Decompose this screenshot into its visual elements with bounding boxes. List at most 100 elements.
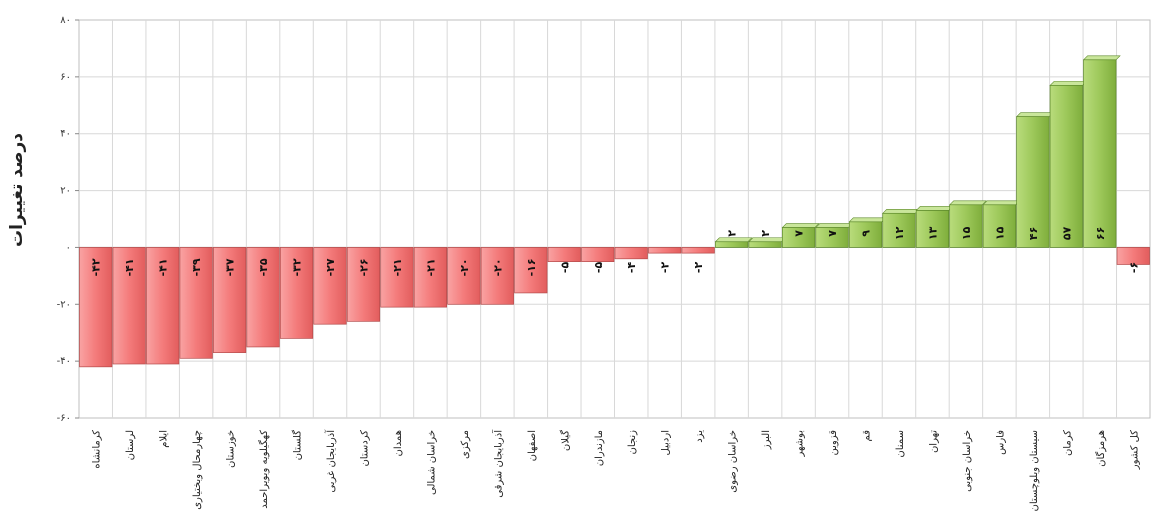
category-label: کرمان — [1062, 430, 1073, 456]
bar — [279, 247, 314, 339]
bar — [915, 210, 950, 248]
data-label: ۵۷ — [1060, 226, 1073, 240]
data-labels: -۴۲ -۴۱ -۴۱ -۳۹ -۳۷ -۳۵ -۳۲ -۲۷ -۲۶ -۲۱ -۲۱ -۲۰ -۲۰-… — [90, 226, 1141, 276]
bar-top-face — [882, 209, 920, 214]
bar — [480, 247, 514, 305]
category-label: سیستان وبلوچستان — [1029, 430, 1040, 512]
data-label: ۱۲ — [893, 226, 906, 240]
bar — [413, 247, 448, 308]
data-label: ۹ — [860, 230, 873, 237]
bar — [447, 247, 481, 305]
category-label: گیلان — [559, 430, 571, 451]
category-label: یزد — [694, 430, 705, 443]
data-label: ۱۳ — [926, 226, 939, 240]
bar — [146, 247, 180, 365]
data-label: -۱۶ — [525, 258, 538, 276]
bar-top-face — [948, 200, 987, 206]
bar-top-face — [982, 200, 1021, 206]
bar — [313, 247, 347, 325]
bar — [1016, 116, 1050, 248]
data-label: ۷ — [793, 230, 806, 237]
category-label: لرستان — [125, 430, 136, 460]
y-tick-label: ۶۰ — [60, 72, 71, 83]
data-label: -۵ — [558, 262, 571, 274]
category-label: کهگیلویه وبویراحمد — [258, 430, 270, 509]
bar — [1116, 247, 1150, 265]
bar — [179, 247, 213, 359]
category-label: ایلام — [159, 430, 170, 448]
bar — [246, 247, 280, 348]
category-label: آذربایجان غربی — [324, 429, 337, 493]
bar — [514, 247, 548, 294]
data-label: -۲ — [692, 262, 705, 274]
y-axis-title: درصد تغییرات — [7, 133, 27, 247]
bar-top-face — [781, 223, 820, 228]
category-label: کردستان — [359, 430, 370, 467]
bar — [982, 204, 1016, 248]
category-label: تهران — [928, 430, 939, 453]
bar — [1083, 59, 1117, 248]
category-label: خوزستان — [226, 430, 237, 468]
data-label: -۳۵ — [257, 258, 270, 276]
data-label: -۵ — [592, 262, 605, 274]
data-label: -۲۶ — [357, 258, 370, 276]
category-label: کرمانشاه — [92, 430, 103, 469]
data-label: -۶ — [1127, 262, 1140, 273]
bar-top-face — [1015, 112, 1054, 117]
bars — [79, 55, 1150, 368]
bar — [547, 247, 581, 262]
bar — [581, 247, 615, 262]
data-label: -۴۲ — [90, 258, 103, 276]
bar — [848, 221, 883, 248]
bar — [614, 247, 648, 260]
bar — [648, 247, 682, 254]
category-label: بوشهر — [795, 430, 806, 457]
y-tick-label: -۴۰ — [57, 356, 71, 367]
data-label: -۲۰ — [458, 258, 471, 276]
category-label: اردبیل — [661, 430, 672, 455]
data-label: ۴۶ — [1027, 227, 1040, 240]
bar — [949, 204, 983, 248]
data-label: ۷ — [826, 230, 839, 237]
data-label: ۲ — [726, 230, 739, 237]
bar — [715, 241, 749, 248]
y-axis: ۸۰ ۶۰ ۴۰ ۲۰ ۰ -۲۰ -۴۰ -۶۰ — [57, 15, 79, 424]
bar — [346, 247, 381, 322]
category-label: قم — [862, 430, 873, 442]
bar — [79, 247, 113, 368]
category-label: البرز — [761, 430, 772, 450]
category-label: فارس — [995, 430, 1006, 455]
bar-top-face — [748, 237, 787, 243]
bar — [882, 212, 916, 248]
bar — [1049, 85, 1083, 248]
bar — [213, 247, 247, 353]
bar-top-face — [1082, 55, 1121, 61]
bar-top-face — [1049, 81, 1088, 86]
category-label: خراسان جنوبی — [962, 430, 973, 492]
data-label: -۳۲ — [291, 258, 304, 276]
category-label: خراسان رضوی — [728, 430, 739, 493]
data-label: ۲ — [759, 230, 772, 237]
y-tick-label: -۶۰ — [57, 413, 71, 424]
data-label: -۲۰ — [491, 258, 504, 276]
category-label: مازندران — [594, 430, 605, 466]
category-label: قزوین — [828, 430, 839, 456]
category-label: خراسان شمالی — [426, 430, 437, 495]
bar — [112, 247, 146, 365]
category-label: گلستان — [292, 430, 304, 461]
category-label: چهارمحال وبختیاری — [192, 430, 203, 510]
bar — [815, 227, 849, 248]
data-label: ۱۵ — [960, 226, 973, 240]
data-label: -۲ — [659, 262, 672, 274]
data-label: -۲۷ — [324, 258, 337, 276]
category-label: هرمزگان — [1095, 430, 1107, 467]
bar-top-face — [915, 206, 954, 211]
bar-top-face — [815, 223, 854, 228]
category-label: زنجان — [627, 430, 638, 455]
category-label: سمنان — [895, 430, 906, 458]
data-label: ۶۶ — [1094, 227, 1107, 240]
y-tick-label: ۸۰ — [60, 15, 71, 26]
data-label: -۲۱ — [391, 258, 404, 276]
